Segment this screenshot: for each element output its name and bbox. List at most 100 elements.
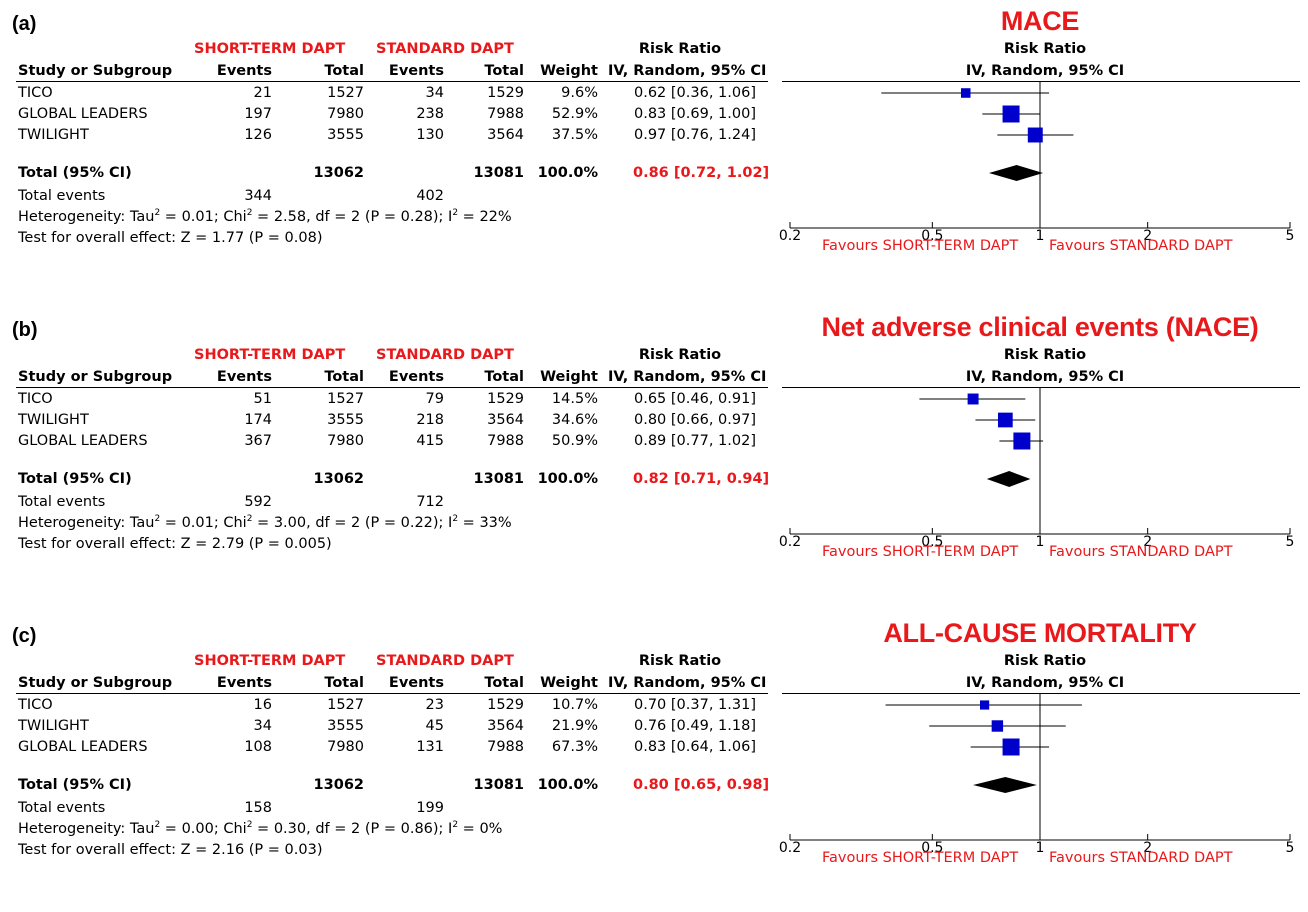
- events2-header: Events: [388, 369, 444, 385]
- total-n1: 13062: [313, 471, 364, 487]
- row-weight: 21.9%: [551, 718, 598, 734]
- panel-title: Net adverse clinical events (NACE): [821, 312, 1259, 342]
- total-label: Total (95% CI): [18, 471, 132, 487]
- group1-header: SHORT-TERM DAPT: [194, 41, 346, 57]
- favours-right-label: Favours STANDARD DAPT: [1049, 238, 1233, 254]
- row-events-1: 126: [244, 127, 272, 143]
- pooled-diamond: [988, 165, 1044, 181]
- pooled-diamond: [973, 777, 1037, 793]
- total-ci: 0.82 [0.71, 0.94]: [633, 471, 770, 487]
- total-events-label: Total events: [18, 188, 106, 204]
- x-tick-label: 0.2: [779, 228, 801, 244]
- events2-header: Events: [388, 675, 444, 691]
- study-point-estimate: [1002, 738, 1020, 756]
- favours-left-label: Favours SHORT-TERM DAPT: [822, 850, 1019, 866]
- row-weight: 67.3%: [551, 739, 598, 755]
- total-label: Total (95% CI): [18, 777, 132, 793]
- group2-header: STANDARD DAPT: [376, 347, 514, 363]
- x-tick-label: 1: [1036, 534, 1045, 550]
- row-total-1: 1527: [327, 697, 364, 713]
- favours-left-label: Favours SHORT-TERM DAPT: [822, 544, 1019, 560]
- row-ci: 0.80 [0.66, 0.97]: [634, 412, 756, 428]
- row-study: GLOBAL LEADERS: [18, 739, 148, 755]
- weight-header: Weight: [540, 369, 598, 385]
- header-rule: [16, 693, 768, 694]
- row-events-2: 23: [425, 697, 444, 713]
- forest-panel-2: (b) Net adverse clinical events (NACE) S…: [0, 306, 1308, 606]
- row-study: TWILIGHT: [18, 718, 89, 734]
- panel-label: (c): [12, 625, 37, 647]
- study-point-estimate: [1027, 127, 1043, 143]
- rr-title-header: Risk Ratio: [638, 347, 722, 363]
- row-total-2: 1529: [487, 391, 524, 407]
- total1-header: Total: [324, 369, 364, 385]
- group1-header: SHORT-TERM DAPT: [194, 653, 346, 669]
- x-tick-label: 0.2: [779, 840, 801, 856]
- x-tick-label: 1: [1036, 228, 1045, 244]
- events1-header: Events: [216, 369, 272, 385]
- study-header: Study or Subgroup: [18, 63, 173, 79]
- total-events-2: 712: [416, 494, 444, 510]
- row-total-2: 3564: [487, 718, 524, 734]
- row-total-1: 7980: [327, 106, 364, 122]
- total-events-label: Total events: [18, 494, 106, 510]
- weight-header: Weight: [540, 63, 598, 79]
- row-total-2: 1529: [487, 85, 524, 101]
- pooled-diamond: [986, 471, 1031, 487]
- events1-header: Events: [216, 675, 272, 691]
- header-rule: [16, 81, 768, 82]
- heterogeneity-text: Heterogeneity: Tau2 = 0.01; Chi2 = 2.58,…: [18, 208, 512, 225]
- row-weight: 10.7%: [551, 697, 598, 713]
- group2-header: STANDARD DAPT: [376, 653, 514, 669]
- row-events-1: 51: [253, 391, 272, 407]
- x-tick-label: 0.5: [921, 228, 943, 244]
- study-point-estimate: [991, 720, 1004, 732]
- overall-effect-text: Test for overall effect: Z = 2.79 (P = 0…: [18, 536, 332, 552]
- x-tick-label: 0.5: [921, 840, 943, 856]
- row-ci: 0.83 [0.64, 1.06]: [634, 739, 756, 755]
- row-events-2: 218: [416, 412, 444, 428]
- row-total-2: 3564: [487, 412, 524, 428]
- row-study: TWILIGHT: [18, 127, 89, 143]
- row-ci: 0.76 [0.49, 1.18]: [634, 718, 756, 734]
- x-tick-label: 0.2: [779, 534, 801, 550]
- x-tick-label: 2: [1143, 228, 1152, 244]
- row-events-1: 367: [244, 433, 272, 449]
- study-point-estimate: [997, 412, 1013, 428]
- rr-title-header: Risk Ratio: [638, 41, 722, 57]
- row-weight: 34.6%: [551, 412, 598, 428]
- x-tick-label: 5: [1286, 228, 1295, 244]
- total-n1: 13062: [313, 165, 364, 181]
- row-study: GLOBAL LEADERS: [18, 106, 148, 122]
- row-total-2: 7988: [487, 433, 524, 449]
- forest-panel-3: (c) ALL-CAUSE MORTALITY SHORT-TERM DAPT …: [0, 612, 1308, 912]
- forest-panel-1: (a) MACE SHORT-TERM DAPT STANDARD DAPT R…: [0, 0, 1308, 300]
- row-events-2: 130: [416, 127, 444, 143]
- study-point-estimate: [960, 88, 971, 98]
- row-ci: 0.65 [0.46, 0.91]: [634, 391, 756, 407]
- study-header: Study or Subgroup: [18, 675, 173, 691]
- total-weight: 100.0%: [537, 471, 598, 487]
- panel-label: (b): [12, 319, 38, 341]
- plot-header-rule: [782, 387, 1300, 388]
- plot-rr-title: Risk Ratio: [1003, 653, 1087, 669]
- x-tick-label: 0.5: [921, 534, 943, 550]
- heterogeneity-text: Heterogeneity: Tau2 = 0.00; Chi2 = 0.30,…: [18, 820, 503, 837]
- row-weight: 50.9%: [551, 433, 598, 449]
- row-ci: 0.89 [0.77, 1.02]: [634, 433, 756, 449]
- row-total-1: 3555: [327, 412, 364, 428]
- total-n2: 13081: [473, 777, 524, 793]
- study-point-estimate: [1002, 105, 1020, 123]
- study-point-estimate: [967, 393, 979, 405]
- total-events-1: 592: [244, 494, 272, 510]
- total-weight: 100.0%: [537, 165, 598, 181]
- total-events-2: 199: [416, 800, 444, 816]
- rr-method-header: IV, Random, 95% CI: [608, 369, 767, 385]
- row-events-2: 45: [425, 718, 444, 734]
- panel-title: ALL-CAUSE MORTALITY: [883, 618, 1197, 648]
- row-study: TICO: [18, 697, 53, 713]
- heterogeneity-text: Heterogeneity: Tau2 = 0.01; Chi2 = 3.00,…: [18, 514, 512, 531]
- row-total-1: 7980: [327, 433, 364, 449]
- plot-rr-method: IV, Random, 95% CI: [965, 369, 1125, 385]
- row-total-1: 3555: [327, 127, 364, 143]
